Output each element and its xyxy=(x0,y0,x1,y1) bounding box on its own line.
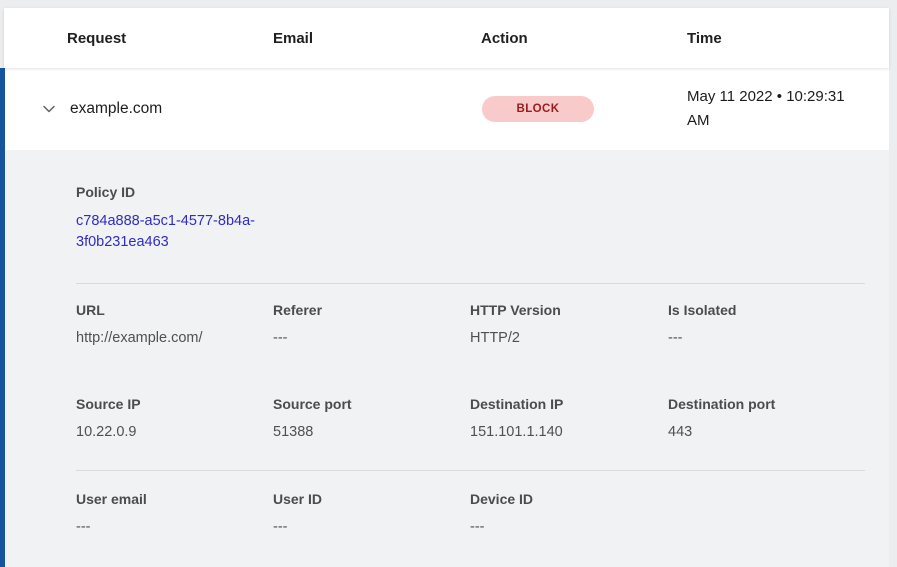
field-value: --- xyxy=(668,330,683,346)
row-time: May 11 2022 • 10:29:31 AM xyxy=(687,88,845,129)
field-label: Source IP xyxy=(76,396,141,412)
field-value: --- xyxy=(470,519,485,535)
expanded-log-entry: example.com BLOCK May 11 2022 • 10:29:31… xyxy=(0,68,889,567)
detail-field-destination-ip: Destination IP 151.101.1.140 xyxy=(470,396,668,440)
detail-field-http-version: HTTP Version HTTP/2 xyxy=(470,302,668,346)
field-label: Referer xyxy=(273,302,323,318)
block-action-badge: BLOCK xyxy=(482,96,594,122)
row-request-cell: example.com xyxy=(5,100,273,118)
field-label: Destination IP xyxy=(470,396,564,412)
request-domain: example.com xyxy=(70,100,163,117)
field-value: HTTP/2 xyxy=(470,330,520,346)
policy-id-link[interactable]: c784a888-a5c1-4577-8b4a-3f0b231ea463 xyxy=(76,213,255,250)
field-label: User email xyxy=(76,491,147,507)
field-label: URL xyxy=(76,302,105,318)
detail-field-user-id: User ID --- xyxy=(273,491,470,535)
field-value: 151.101.1.140 xyxy=(470,424,563,440)
column-header-request[interactable]: Request xyxy=(67,29,127,47)
column-header-action[interactable]: Action xyxy=(481,29,528,47)
detail-field-destination-port: Destination port 443 xyxy=(668,396,865,440)
detail-field-referer: Referer --- xyxy=(273,302,470,346)
field-label: Destination port xyxy=(668,396,776,412)
detail-field-user-email: User email --- xyxy=(76,491,273,535)
field-label: User ID xyxy=(273,491,323,507)
detail-field-url: URL http://example.com/ xyxy=(76,302,273,346)
field-label: Is Isolated xyxy=(668,302,737,318)
network-fields-section: Source IP 10.22.0.9 Source port 51388 De… xyxy=(76,346,865,440)
detail-field-device-id: Device ID --- xyxy=(470,491,668,535)
table-header-row: Request Email Action Time xyxy=(4,8,889,68)
field-label: Device ID xyxy=(470,491,534,507)
field-value: 51388 xyxy=(273,424,314,440)
column-header-email[interactable]: Email xyxy=(273,29,314,47)
detail-field-is-isolated: Is Isolated --- xyxy=(668,302,865,346)
table-row[interactable]: example.com BLOCK May 11 2022 • 10:29:31… xyxy=(5,68,889,150)
chevron-down-icon[interactable] xyxy=(41,101,57,117)
policy-id-label: Policy ID xyxy=(76,184,136,200)
row-action-cell: BLOCK xyxy=(481,96,687,122)
field-label: HTTP Version xyxy=(470,302,561,318)
http-fields-section: URL http://example.com/ Referer --- HTTP… xyxy=(76,284,865,346)
field-label: Source port xyxy=(273,396,352,412)
row-details-panel: Policy ID c784a888-a5c1-4577-8b4a-3f0b23… xyxy=(5,150,889,567)
field-value: --- xyxy=(273,519,288,535)
detail-field-source-ip: Source IP 10.22.0.9 xyxy=(76,396,273,440)
section-divider xyxy=(76,283,865,284)
field-value: --- xyxy=(76,519,91,535)
field-value: 10.22.0.9 xyxy=(76,424,137,440)
policy-id-section: Policy ID c784a888-a5c1-4577-8b4a-3f0b23… xyxy=(76,184,865,253)
field-value: --- xyxy=(273,330,288,346)
detail-field-source-port: Source port 51388 xyxy=(273,396,470,440)
section-divider xyxy=(76,470,865,471)
user-fields-section: User email --- User ID --- Device ID --- xyxy=(76,471,865,535)
column-header-time[interactable]: Time xyxy=(687,29,722,47)
field-value: http://example.com/ xyxy=(76,330,203,346)
field-value: 443 xyxy=(668,424,693,440)
